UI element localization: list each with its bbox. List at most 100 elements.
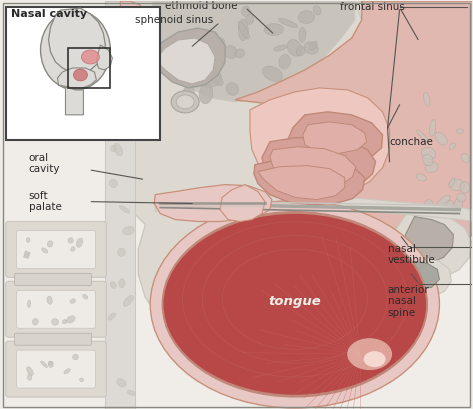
Ellipse shape [455, 198, 463, 212]
Ellipse shape [279, 82, 291, 95]
Ellipse shape [52, 319, 59, 325]
Ellipse shape [81, 50, 99, 64]
FancyBboxPatch shape [6, 222, 106, 277]
Ellipse shape [68, 238, 73, 243]
Polygon shape [154, 184, 272, 222]
Ellipse shape [25, 251, 29, 258]
Ellipse shape [449, 179, 464, 191]
Ellipse shape [364, 351, 385, 367]
Ellipse shape [278, 18, 298, 28]
Ellipse shape [299, 27, 306, 42]
Text: oral
cavity: oral cavity [28, 153, 60, 175]
FancyBboxPatch shape [17, 290, 96, 328]
Ellipse shape [449, 143, 455, 149]
Ellipse shape [79, 378, 84, 382]
Polygon shape [390, 209, 471, 279]
Ellipse shape [110, 282, 116, 288]
Ellipse shape [315, 86, 330, 98]
FancyBboxPatch shape [15, 333, 91, 345]
FancyBboxPatch shape [15, 273, 91, 285]
Ellipse shape [163, 213, 427, 396]
Ellipse shape [423, 154, 433, 166]
Ellipse shape [183, 85, 194, 100]
Ellipse shape [435, 132, 447, 145]
Ellipse shape [347, 338, 392, 370]
Ellipse shape [119, 205, 130, 213]
Ellipse shape [304, 42, 318, 54]
Ellipse shape [23, 252, 30, 258]
Ellipse shape [238, 19, 248, 41]
Ellipse shape [32, 318, 38, 325]
Ellipse shape [73, 69, 88, 81]
FancyBboxPatch shape [6, 281, 106, 337]
Ellipse shape [123, 227, 134, 235]
Ellipse shape [27, 300, 31, 308]
Ellipse shape [41, 361, 47, 368]
Ellipse shape [150, 200, 439, 408]
FancyBboxPatch shape [17, 231, 96, 268]
Ellipse shape [42, 248, 48, 253]
Ellipse shape [110, 145, 117, 151]
Ellipse shape [279, 54, 290, 69]
Text: conchae: conchae [390, 137, 433, 147]
Ellipse shape [119, 279, 125, 288]
Ellipse shape [26, 238, 30, 242]
Ellipse shape [82, 294, 88, 299]
Polygon shape [402, 254, 451, 297]
Ellipse shape [41, 10, 110, 90]
Ellipse shape [297, 47, 305, 56]
Polygon shape [96, 45, 113, 70]
Text: ethmoid bone: ethmoid bone [165, 1, 238, 11]
Text: soft
palate: soft palate [28, 191, 61, 212]
Ellipse shape [108, 313, 116, 320]
Ellipse shape [215, 38, 225, 49]
Ellipse shape [104, 47, 114, 52]
Ellipse shape [274, 45, 287, 51]
Polygon shape [383, 20, 447, 98]
Ellipse shape [437, 195, 450, 207]
Polygon shape [250, 88, 390, 197]
Ellipse shape [309, 41, 317, 50]
Ellipse shape [424, 200, 433, 209]
Ellipse shape [109, 180, 118, 187]
FancyBboxPatch shape [6, 341, 106, 397]
Ellipse shape [49, 361, 53, 366]
Ellipse shape [313, 6, 321, 15]
Ellipse shape [211, 74, 223, 85]
Ellipse shape [118, 248, 125, 256]
Polygon shape [258, 166, 345, 200]
Text: anterior
nasal
spine: anterior nasal spine [387, 285, 429, 318]
Ellipse shape [47, 241, 53, 247]
Polygon shape [220, 184, 265, 222]
Ellipse shape [204, 45, 221, 59]
Ellipse shape [457, 193, 465, 202]
Ellipse shape [179, 69, 192, 81]
Ellipse shape [72, 354, 79, 360]
Ellipse shape [416, 173, 426, 181]
FancyBboxPatch shape [6, 7, 160, 140]
Ellipse shape [62, 319, 67, 324]
Ellipse shape [461, 153, 470, 163]
Ellipse shape [238, 22, 250, 39]
Ellipse shape [226, 83, 238, 95]
Ellipse shape [417, 130, 429, 142]
Ellipse shape [26, 367, 34, 375]
Polygon shape [254, 158, 365, 204]
Ellipse shape [123, 295, 133, 306]
Polygon shape [155, 196, 473, 222]
Ellipse shape [421, 147, 436, 160]
Ellipse shape [114, 143, 123, 156]
Ellipse shape [171, 91, 199, 113]
Ellipse shape [163, 212, 427, 397]
Ellipse shape [456, 129, 464, 133]
Ellipse shape [263, 66, 282, 81]
Polygon shape [120, 1, 473, 357]
Polygon shape [403, 216, 454, 263]
Ellipse shape [461, 210, 470, 219]
Polygon shape [288, 112, 383, 164]
Ellipse shape [48, 361, 53, 368]
Polygon shape [120, 1, 158, 80]
Ellipse shape [309, 87, 317, 95]
Ellipse shape [127, 390, 135, 396]
Text: Nasal cavity: Nasal cavity [10, 9, 87, 19]
